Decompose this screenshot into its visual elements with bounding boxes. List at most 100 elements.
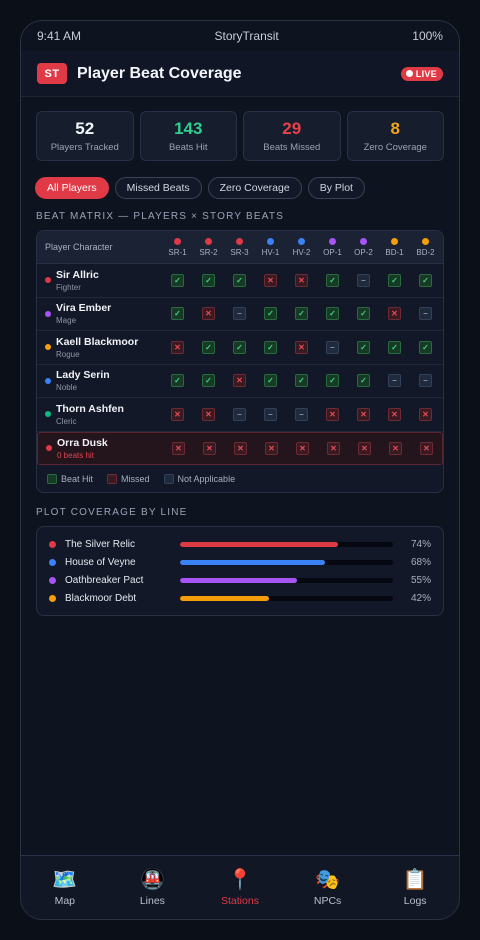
beat-cell[interactable]: ✓ [379,340,410,354]
beat-cell[interactable]: – [410,307,441,321]
beat-cell[interactable]: ✓ [255,340,286,354]
tab-npcs[interactable]: 🎭 NPCs [284,869,372,907]
beat-cell[interactable]: ✕ [225,441,256,455]
beat-cell[interactable]: ✕ [287,441,318,455]
beat-status-hit-icon: ✓ [357,374,370,388]
beat-cell[interactable]: ✓ [193,273,224,287]
player-row[interactable]: Orra Dusk 0 beats hit ✕ ✕ ✕ ✕ ✕ ✕ ✕ ✕ ✕ [37,431,443,465]
player-row[interactable]: Vira Ember Mage ✓ ✕ – ✓ ✓ ✓ ✓ ✕ – [37,298,443,331]
beat-status-hit-icon: ✓ [326,273,339,287]
beat-dot-icon [422,237,429,245]
beat-cell[interactable]: ✕ [348,407,379,421]
tab-map[interactable]: 🗺️ Map [21,869,109,907]
filter-chip[interactable]: By Plot [307,177,365,199]
player-row[interactable]: Lady Serin Noble ✓ ✓ ✕ ✓ ✓ ✓ ✓ – – [37,365,443,398]
beat-cell[interactable]: – [255,407,286,421]
beat-cell[interactable]: – [224,407,255,421]
tab-stations[interactable]: 📍 Stations [196,869,284,907]
tab-lines[interactable]: 🚇 Lines [109,869,197,907]
filter-chip[interactable]: Zero Coverage [207,177,302,199]
player-color-dot [45,277,51,284]
filter-chip[interactable]: All Players [35,177,109,199]
beat-cell[interactable]: ✕ [411,441,442,455]
beat-cell[interactable]: ✕ [410,407,441,421]
beat-status-miss-icon: ✕ [202,307,215,321]
beat-cell[interactable]: ✓ [410,340,441,354]
plot-line-row[interactable]: Oathbreaker Pact 55% [49,571,431,589]
beat-cell[interactable]: ✕ [194,441,225,455]
beat-cell[interactable]: ✓ [317,307,348,321]
stat-value: 29 [282,119,302,138]
beat-status-hit-icon: ✓ [264,340,277,354]
beat-column-header: OP-2 [348,237,379,257]
beat-cell[interactable]: ✓ [348,307,379,321]
player-color-dot [45,344,51,351]
beat-cell[interactable]: ✕ [379,307,410,321]
player-cell: Orra Dusk 0 beats hit [38,437,163,460]
plot-line-row[interactable]: The Silver Relic 74% [49,535,431,553]
beat-cell[interactable]: ✓ [286,307,317,321]
beat-cell[interactable]: ✓ [379,273,410,287]
beat-cell[interactable]: ✓ [348,374,379,388]
beat-cell[interactable]: ✕ [256,441,287,455]
beat-cell[interactable]: ✓ [348,340,379,354]
beat-cell[interactable]: – [224,307,255,321]
stat-label: Beats Missed [263,142,321,153]
beat-cell[interactable]: – [379,374,410,388]
legend-na-swatch [163,473,174,484]
beat-cell[interactable]: ✕ [318,441,349,455]
beat-cell[interactable]: ✓ [286,374,317,388]
beat-cell[interactable]: – [317,340,348,354]
filter-chip[interactable]: Missed Beats [114,177,202,199]
plot-line-percent: 42% [410,592,431,604]
beat-status-miss-icon: ✕ [264,273,277,287]
tab-logs[interactable]: 📋 Logs [371,869,459,907]
beat-label: SR-3 [230,247,249,257]
beat-cell[interactable]: – [286,407,317,421]
beat-cell[interactable]: ✓ [162,374,193,388]
beat-cell[interactable]: ✓ [317,374,348,388]
beat-cell[interactable]: ✕ [224,374,255,388]
beat-cell[interactable]: ✓ [410,273,441,287]
beat-cell[interactable]: ✓ [193,374,224,388]
beat-cell[interactable]: ✓ [224,340,255,354]
beat-cell[interactable]: ✕ [349,441,380,455]
beat-cell[interactable]: – [348,273,379,287]
beat-status-miss-icon: ✕ [419,407,432,421]
player-name: Kaell Blackmoor [56,335,139,348]
beat-cell[interactable]: ✕ [286,273,317,287]
beat-cell[interactable]: ✕ [162,407,193,421]
plot-line-row[interactable]: House of Veyne 68% [49,553,431,571]
plot-coverage-card: The Silver Relic 74% House of Veyne 68% Oath… [36,526,444,616]
beat-cell[interactable]: ✓ [224,273,255,287]
beat-cell[interactable]: ✕ [317,407,348,421]
beat-cell[interactable]: ✕ [379,407,410,421]
beat-status-hit-icon: ✓ [264,307,277,321]
beat-cell[interactable]: ✓ [255,307,286,321]
beat-cell[interactable]: ✕ [163,441,194,455]
beat-cell[interactable]: ✓ [255,374,286,388]
map-icon: 🗺️ [52,868,78,891]
beat-cell[interactable]: ✓ [317,273,348,287]
beat-cell[interactable]: ✕ [193,307,224,321]
beat-cell[interactable]: ✓ [162,307,193,321]
player-row[interactable]: Sir Allric Fighter ✓ ✓ ✓ ✕ ✕ ✓ – ✓ ✓ [37,264,443,298]
stats-row: 52 Players Tracked 143 Beats Hit 29 Beats Mis… [21,97,459,161]
player-row[interactable]: Thorn Ashfen Cleric ✕ ✕ – – – ✕ ✕ ✕ ✕ [37,398,443,432]
beat-dot-icon [360,237,367,245]
beat-cell[interactable]: ✓ [193,340,224,354]
beat-status-miss-icon: ✕ [295,273,308,287]
plot-progress-fill [180,541,338,547]
plot-color-dot [49,576,56,584]
beat-status-miss-icon: ✕ [202,407,215,421]
beat-cell[interactable]: ✕ [193,407,224,421]
beat-cell[interactable]: ✕ [255,273,286,287]
beat-status-hit-icon: ✓ [171,374,184,388]
beat-cell[interactable]: ✕ [286,340,317,354]
beat-cell[interactable]: ✕ [162,340,193,354]
beat-cell[interactable]: ✕ [380,441,411,455]
beat-cell[interactable]: – [410,374,441,388]
plot-line-row[interactable]: Blackmoor Debt 42% [49,589,431,607]
beat-cell[interactable]: ✓ [162,273,193,287]
player-row[interactable]: Kaell Blackmoor Rogue ✕ ✓ ✓ ✓ ✕ – ✓ ✓ ✓ [37,331,443,365]
